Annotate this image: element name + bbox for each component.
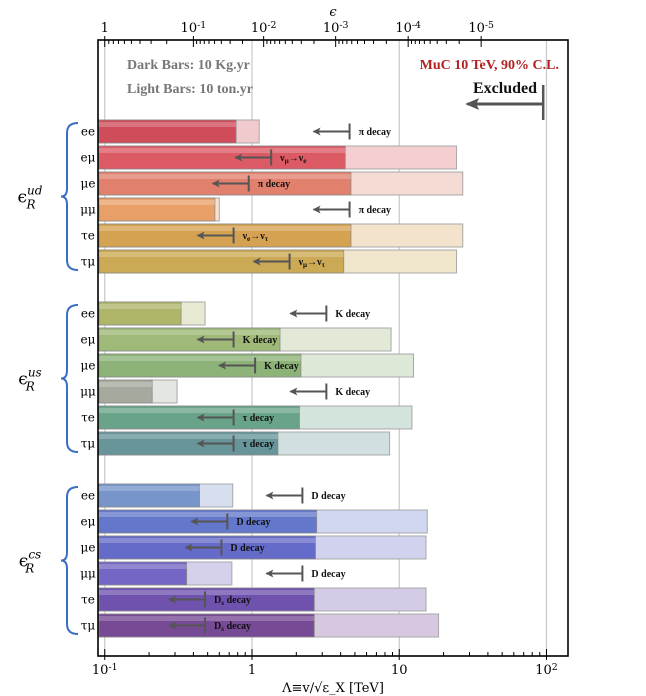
x-tick-label: 10-1 (92, 662, 118, 678)
top-tick-label: 10-1 (181, 20, 207, 36)
bar-dark (98, 119, 237, 144)
row-label: τμ (81, 619, 96, 633)
bound-label: νμ→ντ (298, 257, 326, 269)
top-tick-label: 10-5 (468, 20, 494, 36)
bar-dark (98, 587, 315, 612)
bound-label: τ decay (243, 439, 275, 450)
x-axis-label: Λ≡v/√ε_X [TeV] (281, 681, 384, 696)
bar-dark (98, 613, 315, 638)
x-tick-label: 1 (248, 663, 256, 678)
row-labels: ee eμ μe μμ τe τμ ee eμ μe μμ τe τμ ee eμ μe μμ τe τμ (80, 125, 96, 633)
bar-highlight (99, 330, 281, 335)
axes: 10-1 1 10 102 1 10-1 10-2 10-3 10-4 10-5 (92, 20, 558, 678)
bar-highlight (99, 564, 187, 569)
bar-dark (98, 249, 345, 274)
bound-label: Ds decay (214, 621, 251, 633)
group-label: ϵus R (18, 366, 41, 394)
bound-label: K decay (335, 387, 370, 398)
group-label: ϵud R (18, 184, 43, 212)
bar-highlight (99, 538, 316, 543)
x-tick-label: 102 (535, 662, 558, 678)
bound-label: D decay (311, 569, 345, 580)
experiment-label: MuC 10 TeV, 90% C.L. (420, 58, 559, 73)
bound-label: π decay (359, 205, 391, 216)
top-tick-label: 10-4 (395, 20, 421, 36)
light-bars-note: Light Bars: 10 ton.yr (127, 82, 253, 97)
bar-highlight (99, 304, 182, 309)
row-label: τμ (81, 255, 96, 269)
bound-label: τ decay (243, 413, 275, 424)
bar-dark (98, 353, 302, 378)
group-label: ϵcs R (19, 548, 41, 576)
bar-dark (98, 561, 188, 586)
bar-highlight (99, 174, 351, 179)
bound-label: D decay (311, 491, 345, 502)
row-label: τe (81, 411, 95, 425)
row-label: eμ (81, 151, 96, 165)
top-tick-label: 10-2 (251, 20, 277, 36)
bars-layer (98, 119, 464, 638)
bar-highlight (99, 200, 215, 205)
bound-label: K decay (335, 309, 370, 320)
bar-dark (98, 379, 153, 404)
bar-highlight (99, 252, 344, 257)
bar-highlight (99, 226, 351, 231)
bound-label: D decay (230, 543, 264, 554)
bound-label: π decay (258, 179, 290, 190)
bound-arrows: π decay νμ→νe π decay π decay νe→ντ νμ→ντ K de… (168, 123, 391, 634)
top-axis-label: ϵ (329, 5, 337, 20)
bar-highlight (99, 122, 237, 127)
row-label: ee (81, 489, 95, 503)
row-label: μe (81, 359, 96, 373)
row-label: μμ (80, 385, 96, 399)
bar-dark (98, 327, 281, 352)
bound-label: νμ→νe (279, 153, 306, 165)
row-label: μe (81, 177, 96, 191)
row-label: ee (81, 307, 95, 321)
top-tick-label: 1 (101, 21, 109, 36)
row-label: eμ (81, 515, 96, 529)
row-label: μμ (80, 567, 96, 581)
bar-highlight (99, 512, 317, 517)
bound-label: K decay (243, 335, 278, 346)
group-labels: ϵud R ϵus R ϵcs R (18, 122, 79, 635)
bound-label: Ds decay (214, 595, 251, 607)
bar-dark (98, 197, 216, 222)
row-label: ee (81, 125, 95, 139)
bar-dark (98, 145, 346, 170)
bar-highlight (99, 382, 153, 387)
bound-label: D decay (236, 517, 270, 528)
bar-highlight (99, 616, 315, 621)
row-label: eμ (81, 333, 96, 347)
bar-highlight (99, 408, 300, 413)
bar-highlight (99, 590, 315, 595)
bar-highlight (99, 486, 200, 491)
bar-highlight (99, 356, 301, 361)
plot-frame (97, 39, 569, 657)
row-label: τe (81, 593, 95, 607)
dark-bars-note: Dark Bars: 10 Kg.yr (127, 58, 250, 73)
x-tick-label: 10 (391, 663, 408, 678)
bar-dark (98, 483, 200, 508)
row-label: τμ (81, 437, 96, 451)
bound-label: K decay (264, 361, 299, 372)
row-label: τe (81, 229, 95, 243)
excluded-label: Excluded (473, 80, 537, 97)
group-brace (60, 304, 79, 453)
row-label: μe (81, 541, 96, 555)
bar-dark (98, 301, 182, 326)
bar-highlight (99, 148, 346, 153)
group-brace (60, 122, 79, 271)
group-brace (60, 486, 79, 635)
bar-highlight (99, 434, 278, 439)
bound-label: νe→ντ (242, 231, 269, 243)
bound-label: π decay (359, 127, 391, 138)
excluded-arrow (465, 85, 545, 120)
top-tick-label: 10-3 (323, 20, 349, 36)
row-label: μμ (80, 203, 96, 217)
